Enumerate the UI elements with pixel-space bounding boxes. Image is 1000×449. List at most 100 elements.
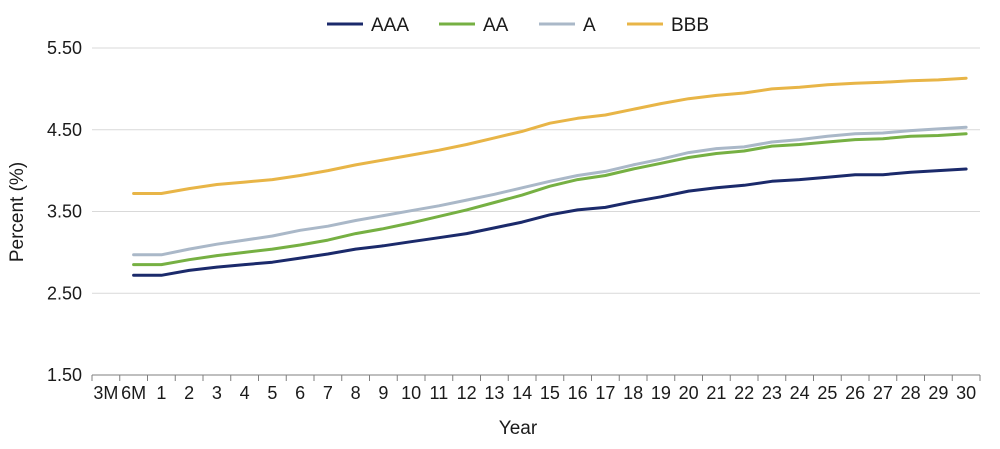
data-point [632,164,634,166]
data-point [854,133,856,135]
data-point [160,263,162,265]
data-point [382,214,384,216]
data-point [549,180,551,182]
x-tick-label: 10 [401,383,421,403]
data-point [493,137,495,139]
data-point [965,77,967,79]
data-point [549,185,551,187]
series-line-a [134,127,967,255]
data-point [715,152,717,154]
data-point [243,251,245,253]
data-point [882,138,884,140]
data-point [882,81,884,83]
x-tick-label: 30 [956,383,976,403]
data-point [743,92,745,94]
legend-label: AA [483,15,509,36]
data-point [798,178,800,180]
data-point [438,149,440,151]
series-a [132,126,967,256]
data-point [410,210,412,212]
data-point [188,248,190,250]
data-point [216,254,218,256]
data-point [854,138,856,140]
data-point [521,187,523,189]
data-point [826,84,828,86]
legend-item-aaa: AAA [327,15,409,36]
x-tick-label: 2 [184,383,194,403]
data-point [687,156,689,158]
data-point [882,174,884,176]
x-tick-label: 25 [817,383,837,403]
data-point [299,229,301,231]
y-tick-label: 3.50 [47,202,82,222]
x-tick-label: 27 [873,383,893,403]
data-point [882,132,884,134]
data-point [465,232,467,234]
y-axis-title: Percent (%) [7,162,28,262]
x-tick-label: 18 [623,383,643,403]
data-point [826,141,828,143]
data-point [521,194,523,196]
data-point [826,135,828,137]
legend-item-bbb: BBB [627,15,709,36]
data-point [743,146,745,148]
x-tick-label: 4 [240,383,250,403]
data-point [243,263,245,265]
data-point [965,126,967,128]
data-point [715,147,717,149]
data-point [576,178,578,180]
x-tick-label: 8 [351,383,361,403]
x-tick-label: 6M [121,383,146,403]
data-point [715,94,717,96]
y-tick-label: 2.50 [47,283,82,303]
x-tick-label: 22 [734,383,754,403]
data-point [271,178,273,180]
x-axis-title: Year [499,418,538,439]
legend-label: A [583,15,596,36]
data-point [687,151,689,153]
data-point [410,241,412,243]
data-point [909,129,911,131]
data-point [854,174,856,176]
data-point [937,79,939,81]
data-point [937,128,939,130]
data-point [299,244,301,246]
data-point [354,219,356,221]
data-point [632,108,634,110]
x-tick-label: 5 [267,383,277,403]
legend-item-a: A [539,15,596,36]
data-point [299,257,301,259]
data-point [521,221,523,223]
x-tick-label: 6 [295,383,305,403]
data-point [132,192,134,194]
x-tick-label: 1 [156,383,166,403]
data-point [576,117,578,119]
x-axis: 3M 6M 1 2 3 4 5 6 7 8 9 10 11 12 13 14 15 16 17 18 19 20 21 22 2… [92,375,980,403]
data-point [327,169,329,171]
data-point [660,158,662,160]
data-point [965,133,967,135]
x-tick-label: 19 [651,383,671,403]
data-point [188,269,190,271]
data-point [354,248,356,250]
data-point [216,183,218,185]
y-tick-label: 4.50 [47,120,82,140]
y-tick-label: 5.50 [47,38,82,58]
x-tick-label: 16 [568,383,588,403]
data-point [382,159,384,161]
data-point [687,190,689,192]
data-point [909,80,911,82]
x-tick-label: 14 [512,383,532,403]
x-tick-label: 29 [928,383,948,403]
data-point [854,82,856,84]
data-point [243,239,245,241]
data-point [521,130,523,132]
x-tick-label: 28 [901,383,921,403]
x-tick-label: 13 [484,383,504,403]
data-point [299,174,301,176]
y-tick-label: 1.50 [47,365,82,385]
data-point [549,214,551,216]
x-tick-label: 20 [679,383,699,403]
data-point [549,122,551,124]
